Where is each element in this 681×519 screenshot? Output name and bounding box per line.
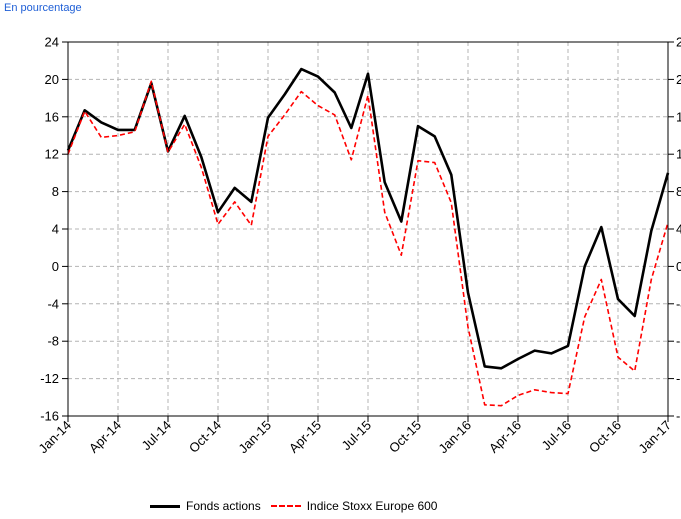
y-tick-label: 12: [45, 147, 59, 162]
x-tick-label: Oct-15: [386, 418, 424, 456]
y-tick-label-right: -4: [676, 296, 681, 311]
y-tick-label: -16: [40, 409, 59, 424]
y-tick-label-right: 24: [676, 35, 681, 50]
x-tick-label: Apr-16: [486, 418, 524, 456]
x-tick-label: Oct-16: [586, 418, 624, 456]
y-tick-label-right: 8: [676, 184, 681, 199]
gridlines: [68, 42, 668, 416]
y-tick-label: -8: [47, 334, 59, 349]
legend-swatch-solid: [150, 504, 180, 508]
legend-label: Fonds actions: [186, 499, 261, 513]
y-tick-label: 20: [45, 72, 59, 87]
x-tick-label: Jul-14: [138, 418, 174, 454]
series-line-indice-stoxx-europe-600: [67, 80, 669, 407]
legend-item-fonds-actions: Fonds actions: [150, 499, 261, 513]
x-tick-label: Jul-16: [538, 418, 574, 454]
y-tick-label: 16: [45, 109, 59, 124]
legend-swatch-dashed: [270, 505, 301, 507]
x-tick-label: Jan-17: [635, 418, 674, 457]
y-tick-label: 4: [52, 222, 59, 237]
legend: Fonds actions Indice Stoxx Europe 600: [150, 499, 447, 513]
y-tick-label: 24: [45, 35, 59, 50]
y-tick-label-right: 12: [676, 147, 681, 162]
series-lines: [66, 67, 670, 407]
unit-label: En pourcentage: [4, 2, 82, 14]
y-tick-label-right: -8: [676, 334, 681, 349]
y-tick-label: -4: [47, 296, 59, 311]
y-tick-label-right: -12: [676, 371, 681, 386]
x-tick-label: Oct-14: [186, 418, 224, 456]
y-tick-label: -12: [40, 371, 59, 386]
y-tick-label-right: -1: [676, 409, 681, 424]
y-tick-label-right: 4: [676, 222, 681, 237]
x-tick-label: Apr-14: [86, 418, 124, 456]
y-tick-label: 0: [52, 259, 59, 274]
x-tick-label: Jul-15: [338, 418, 374, 454]
x-tick-label: Apr-15: [286, 418, 324, 456]
y-tick-label-right: 20: [676, 72, 681, 87]
legend-label: Indice Stoxx Europe 600: [306, 499, 438, 513]
legend-item-stoxx-600: Indice Stoxx Europe 600: [270, 499, 438, 513]
x-tick-label: Jan-15: [235, 418, 274, 457]
y-tick-label-right: 16: [676, 109, 681, 124]
x-tick-label: Jan-16: [435, 418, 474, 457]
y-tick-label-right: 0: [676, 259, 681, 274]
axes: 24 24 20 20 16 16 12 12 8 8 4 4 0 0 -4 -4 -8 -8 -12 -12 -16 -…: [35, 35, 681, 457]
y-tick-label: 8: [52, 184, 59, 199]
